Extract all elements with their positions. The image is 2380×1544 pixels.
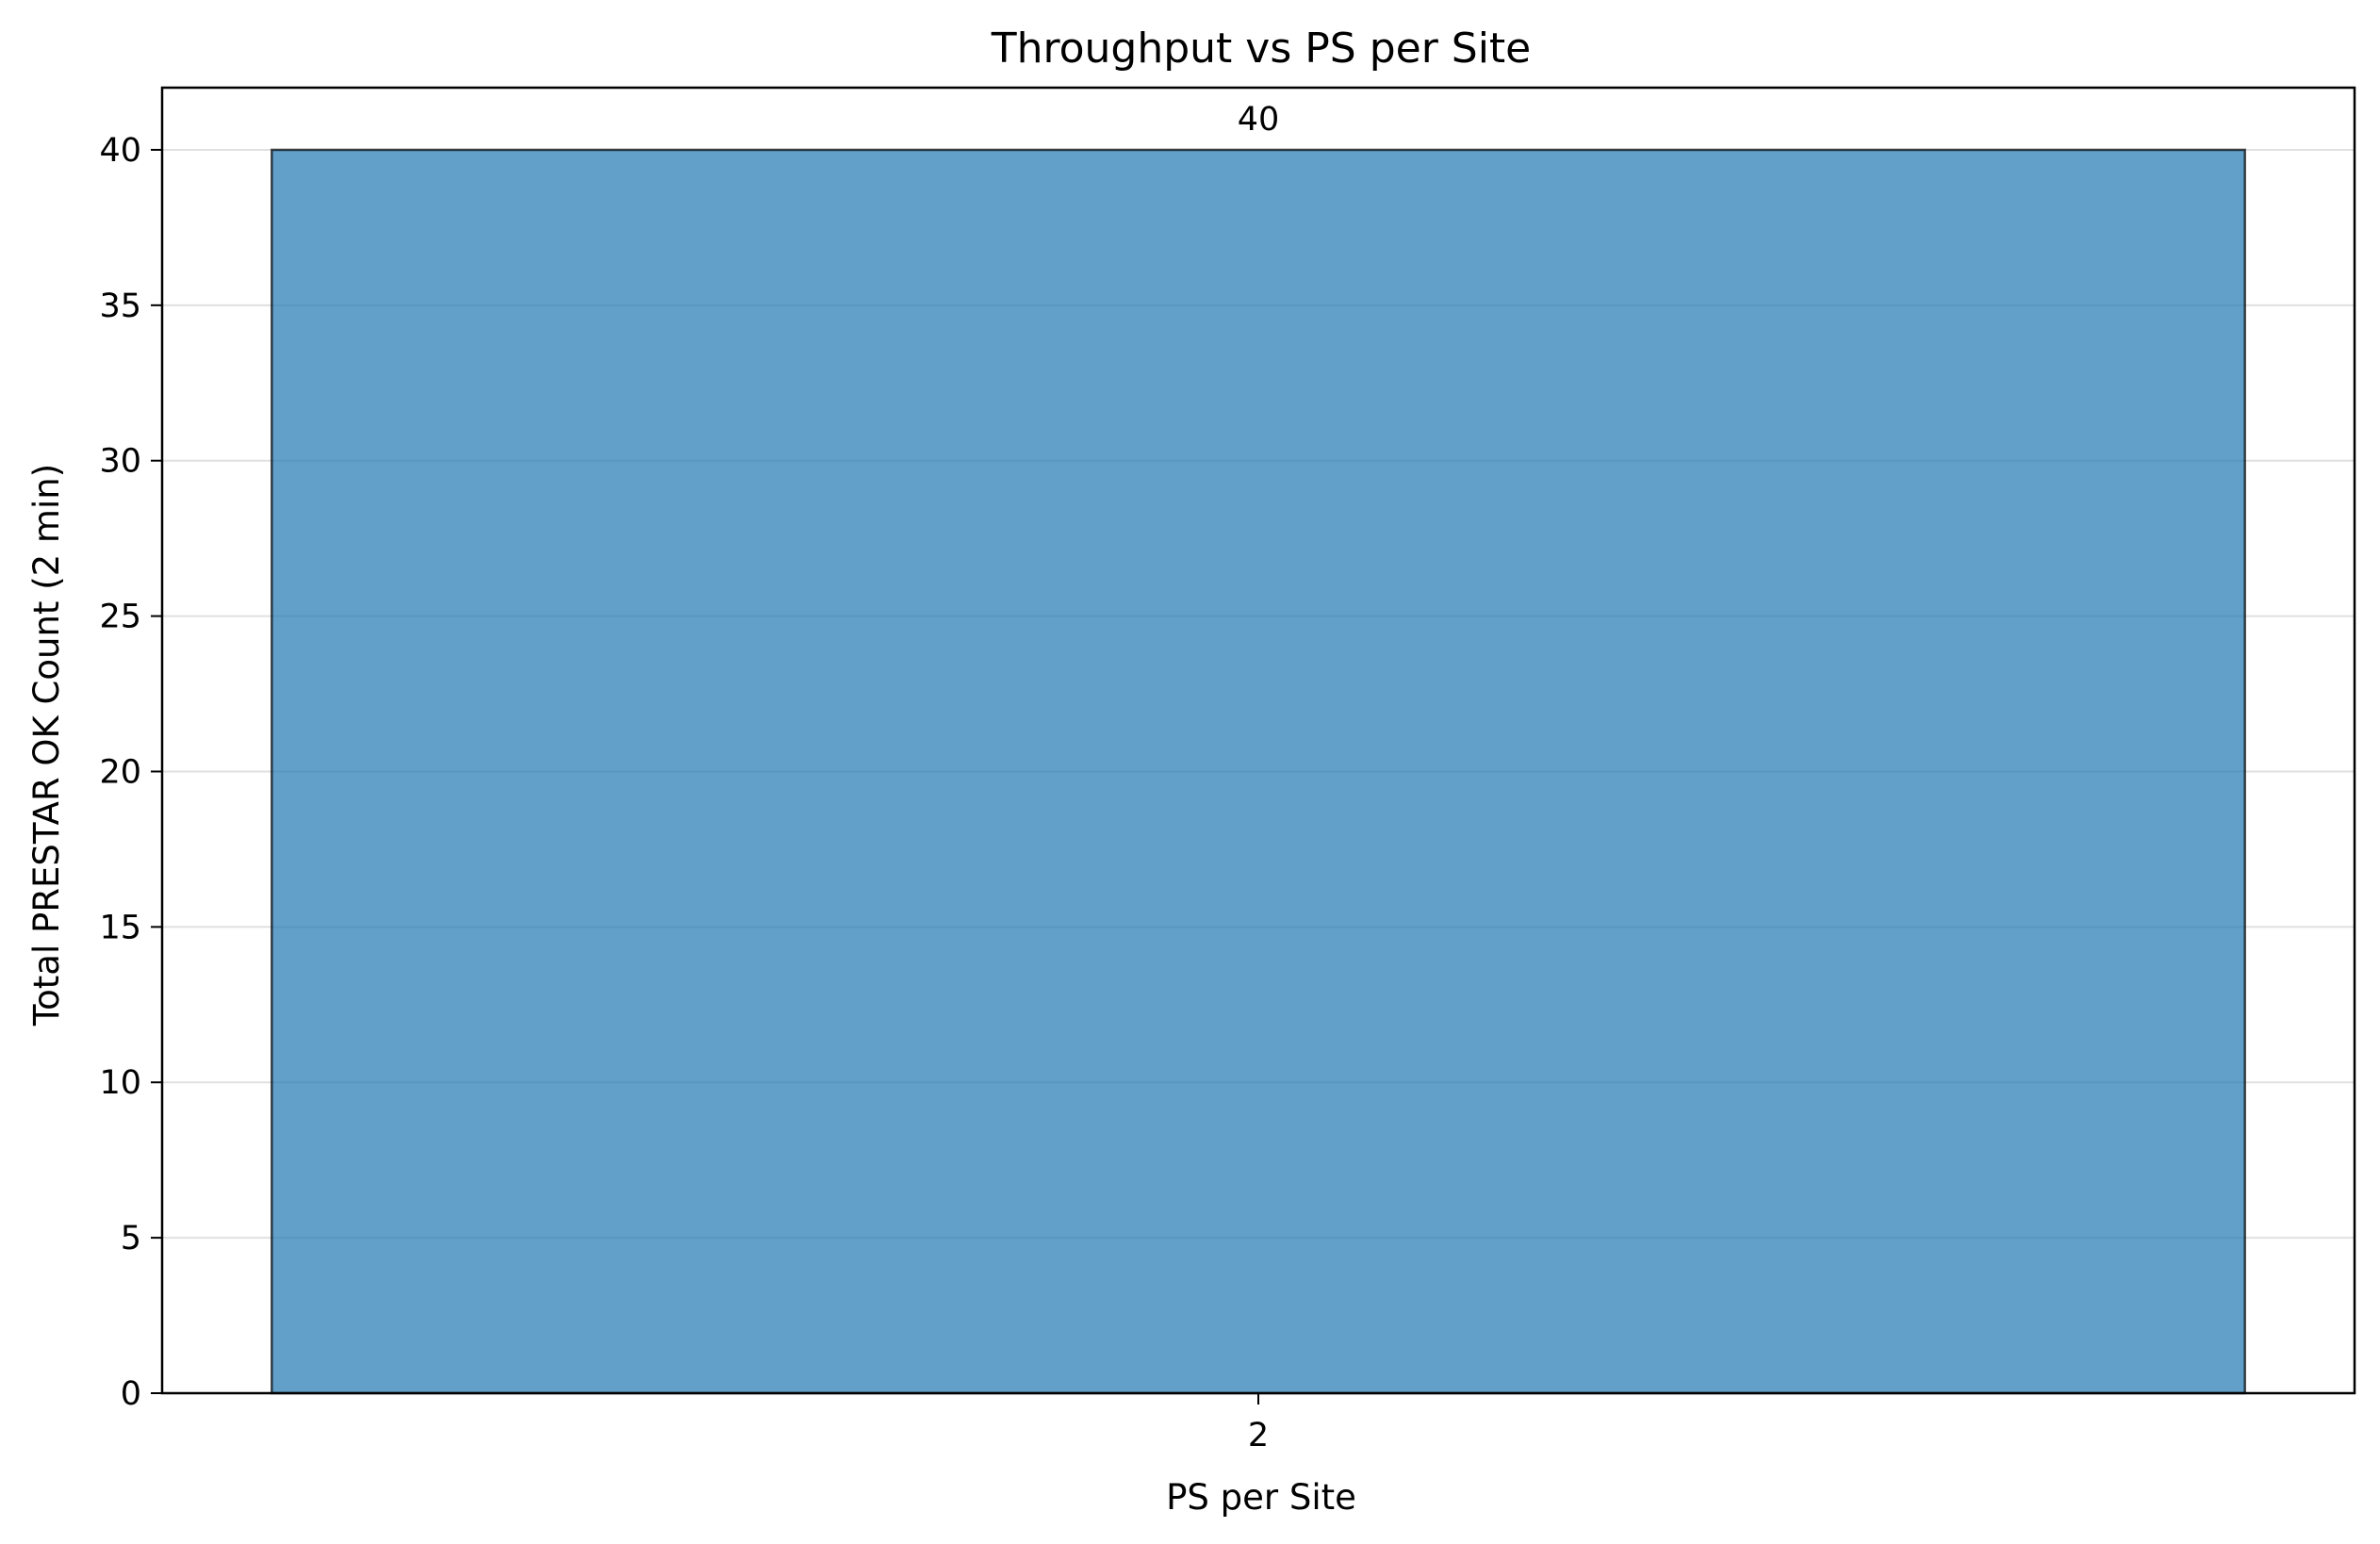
bar-value-label: 40 — [1238, 101, 1280, 139]
x-axis-label: PS per Site — [1166, 1477, 1356, 1518]
y-tick-label: 40 — [99, 132, 141, 170]
x-tick-label: 2 — [1248, 1417, 1269, 1454]
x-axis-ticks: 2 — [1248, 1393, 1269, 1454]
y-tick-label: 35 — [99, 287, 141, 325]
y-tick-label: 20 — [99, 753, 141, 791]
chart-title: Throughput vs PS per Site — [991, 25, 1532, 73]
y-tick-label: 0 — [121, 1375, 141, 1413]
y-tick-label: 10 — [99, 1064, 141, 1102]
y-tick-label: 30 — [99, 443, 141, 481]
y-tick-label: 15 — [99, 909, 141, 946]
y-tick-label: 5 — [121, 1220, 141, 1257]
y-tick-label: 25 — [99, 599, 141, 636]
bar — [271, 148, 2246, 1395]
y-axis-ticks: 0 5 10 15 20 25 30 35 40 — [99, 132, 162, 1413]
bars: 40 — [271, 101, 2246, 1395]
y-axis-label: Total PRESTAR OK Count (2 min) — [26, 464, 67, 1027]
